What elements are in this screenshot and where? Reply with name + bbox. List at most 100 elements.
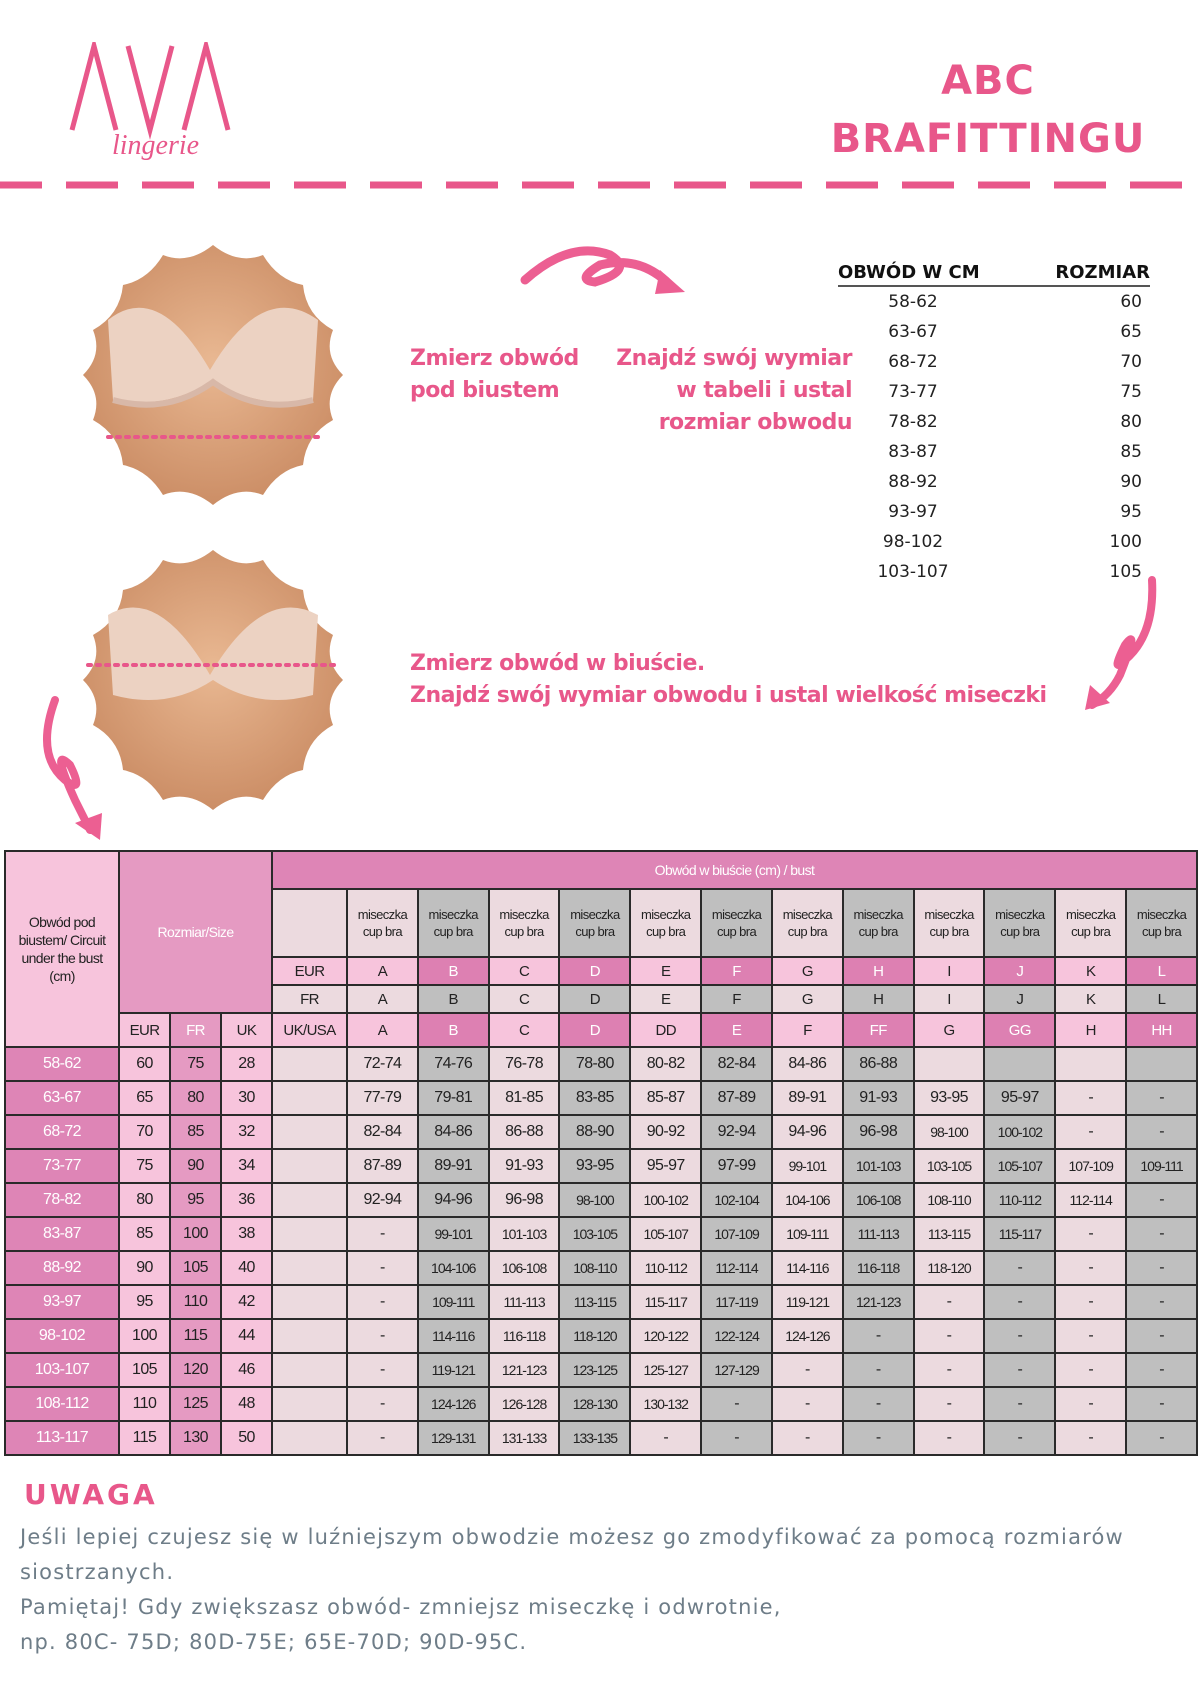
table-row: 113-117 115 130 50-129-131 131-133 133-135- - -…	[4, 1420, 1198, 1456]
bust-cell: 126-128	[487, 1386, 561, 1422]
bust-cell: 96-98	[487, 1182, 561, 1218]
bust-cell: -	[770, 1386, 844, 1422]
bust-cell: 129-131	[416, 1420, 490, 1456]
fr-size-cell: 75	[169, 1046, 222, 1082]
band-range: 73-77	[888, 382, 938, 402]
cup-label: miseczka cup bra	[346, 888, 419, 958]
cup-uk: A	[346, 1012, 419, 1048]
table-row: 88-92 90 105 40-104-106 106-108 108-110 110-11…	[4, 1250, 1198, 1286]
cup-fr: E	[629, 984, 703, 1014]
bust-cell: -	[1125, 1386, 1198, 1422]
bust-cell: -	[983, 1420, 1057, 1456]
fr-size-cell: 95	[169, 1182, 222, 1218]
bust-cell: 78-80	[558, 1046, 632, 1082]
bust-cell: 130-132	[629, 1386, 703, 1422]
table-row: 68-72 70 85 32 82-84 84-86 86-88 88-90 90-92 92-9…	[4, 1114, 1198, 1150]
cup-uk: GG	[983, 1012, 1057, 1048]
bust-cell: -	[770, 1420, 844, 1456]
bust-cell: 123-125	[558, 1352, 632, 1388]
bust-cell: -	[1054, 1352, 1128, 1388]
cup-label: miseczka cup bra	[912, 888, 986, 958]
cup-eur: L	[1125, 956, 1198, 986]
bust-cell: 116-118	[487, 1318, 561, 1354]
bust-cell: -	[1125, 1216, 1198, 1252]
bust-cell: 79-81	[416, 1080, 490, 1116]
band-row: 78-82 80	[838, 407, 1150, 437]
band-range: 88-92	[888, 472, 938, 492]
bust-cell: 119-121	[770, 1284, 844, 1320]
bust-cell: 104-106	[770, 1182, 844, 1218]
bust-cell: -	[912, 1352, 986, 1388]
bust-cell: -	[983, 1284, 1057, 1320]
eur-size-cell: 70	[118, 1114, 171, 1150]
cup-eur: G	[770, 956, 844, 986]
bust-cell: 72-74	[346, 1046, 419, 1082]
bust-cell: 102-104	[700, 1182, 773, 1218]
bust-cell: 111-113	[841, 1216, 915, 1252]
cup-fr: L	[1125, 984, 1198, 1014]
cup-fr: G	[770, 984, 844, 1014]
bust-cell: 76-78	[487, 1046, 561, 1082]
ava-lingerie-logo: lingerie	[69, 42, 231, 161]
table-row: 73-77 75 90 34 87-89 89-91 91-93 93-95 95-97 97-9…	[4, 1148, 1198, 1184]
bust-cell: 121-123	[841, 1284, 915, 1320]
eur-size-cell: 110	[118, 1386, 171, 1422]
bust-cell: -	[841, 1420, 915, 1456]
bust-cell: 94-96	[416, 1182, 490, 1218]
cup-label: miseczka cup bra	[629, 888, 703, 958]
table-row: 78-82 80 95 36 92-94 94-96 96-98 98-100 100-102 1…	[4, 1182, 1198, 1218]
bust-cell: 95-97	[983, 1080, 1057, 1116]
fr-size-cell: 125	[169, 1386, 222, 1422]
bust-cell: 80-82	[629, 1046, 703, 1082]
eur-size-cell: 60	[118, 1046, 171, 1082]
bust-cell: -	[346, 1318, 419, 1354]
bust-cell: -	[346, 1386, 419, 1422]
bust-cell: 101-103	[487, 1216, 561, 1252]
bust-cell: 91-93	[841, 1080, 915, 1116]
bust-cell: 105-107	[629, 1216, 703, 1252]
cup-fr: D	[558, 984, 632, 1014]
fr-label: FR	[271, 984, 348, 1014]
bust-cell: 77-79	[346, 1080, 419, 1116]
bust-cell: -	[1054, 1318, 1128, 1354]
bust-cell: -	[1054, 1080, 1128, 1116]
bust-cell: -	[983, 1318, 1057, 1354]
fr-size-cell: 130	[169, 1420, 222, 1456]
bust-cell: -	[346, 1352, 419, 1388]
empty-cell	[271, 1250, 348, 1286]
eur-size-cell: 75	[118, 1148, 171, 1184]
band-row: 93-97 95	[838, 497, 1150, 527]
step-text: w tabeli i ustal	[676, 378, 852, 403]
fr-size-cell: 105	[169, 1250, 222, 1286]
cup-label-line: miseczka	[1066, 907, 1116, 922]
underbust-cell: 58-62	[4, 1046, 120, 1082]
bust-cell: 133-135	[558, 1420, 632, 1456]
cup-eur: A	[346, 956, 419, 986]
bust-cell: 84-86	[416, 1114, 490, 1150]
cup-uk: F	[770, 1012, 844, 1048]
svg-text:lingerie: lingerie	[112, 130, 199, 161]
empty-cell	[271, 1148, 348, 1184]
uk-size-cell: 50	[220, 1420, 273, 1456]
underbust-cell: 73-77	[4, 1148, 120, 1184]
bust-cell: 112-114	[700, 1250, 773, 1286]
underbust-cell: 103-107	[4, 1352, 120, 1388]
bust-cell: -	[346, 1420, 419, 1456]
cup-label-line: cup bra	[787, 924, 828, 939]
cup-label: miseczka cup bra	[841, 888, 915, 958]
bust-cell: 107-109	[700, 1216, 773, 1252]
cup-label-line: cup bra	[433, 924, 474, 939]
cup-eur: F	[700, 956, 773, 986]
eur-size-cell: 105	[118, 1352, 171, 1388]
uk-size-cell: 32	[220, 1114, 273, 1150]
cup-label-line: cup bra	[858, 924, 899, 939]
band-size: 95	[1120, 502, 1142, 522]
underbust-cell: 93-97	[4, 1284, 120, 1320]
cup-eur: E	[629, 956, 703, 986]
bust-cell: -	[346, 1216, 419, 1252]
bust-cell: 117-119	[700, 1284, 773, 1320]
band-size: 60	[1120, 292, 1142, 312]
table-row: 93-97 95 110 42-109-111 111-113 113-115 115-11…	[4, 1284, 1198, 1320]
bust-cell: 125-127	[629, 1352, 703, 1388]
bust-cell: 110-112	[629, 1250, 703, 1286]
